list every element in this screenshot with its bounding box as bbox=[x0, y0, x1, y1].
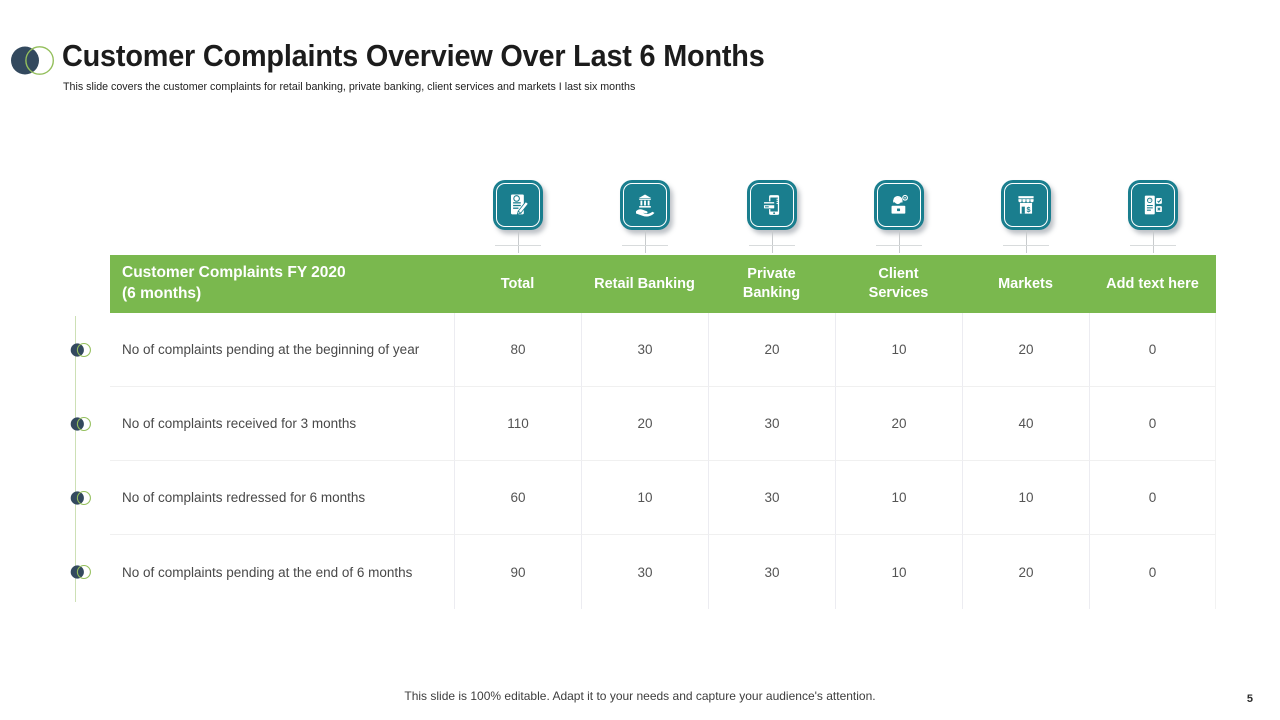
value-cell: 10 bbox=[835, 535, 962, 609]
category-icon-cell-4: $ bbox=[962, 180, 1089, 255]
row-marker-cell bbox=[68, 387, 110, 461]
value-cell: 80 bbox=[454, 313, 581, 387]
value-cell: 20 bbox=[962, 535, 1089, 609]
report-edit-icon bbox=[510, 194, 529, 215]
venn-circles-icon bbox=[70, 416, 91, 432]
connector-line bbox=[875, 230, 922, 253]
value-cell: 110 bbox=[454, 387, 581, 461]
timeline-rail bbox=[75, 316, 76, 602]
venn-circles-icon bbox=[70, 490, 91, 506]
complaints-table: $ Customer Complaints FY 2020 (6 months)… bbox=[68, 180, 1216, 609]
connector-line bbox=[1129, 230, 1176, 253]
page-number: 5 bbox=[1246, 693, 1253, 705]
category-icon-cell-1 bbox=[581, 180, 708, 255]
value-cell: 0 bbox=[1089, 535, 1216, 609]
value-cell: 30 bbox=[708, 535, 835, 609]
row-marker-cell bbox=[68, 461, 110, 535]
rail-header-spacer bbox=[68, 255, 110, 313]
category-icon-cell-3 bbox=[835, 180, 962, 255]
connector-line bbox=[1002, 230, 1049, 253]
venn-circles-icon bbox=[70, 564, 91, 580]
category-icon-tile: $ bbox=[1000, 180, 1051, 230]
value-cell: 10 bbox=[581, 461, 708, 535]
value-cell: 30 bbox=[581, 535, 708, 609]
row-label: No of complaints redressed for 6 months bbox=[110, 461, 454, 535]
venn-circles-icon bbox=[11, 46, 55, 75]
venn-circles-icon bbox=[70, 342, 91, 358]
row-label: No of complaints pending at the end of 6… bbox=[122, 564, 413, 580]
value-cell: 20 bbox=[962, 313, 1089, 387]
svg-text:$: $ bbox=[1026, 205, 1030, 214]
value-cell: 20 bbox=[581, 387, 708, 461]
category-icon-tile bbox=[492, 180, 543, 230]
rail-spacer bbox=[68, 180, 110, 255]
category-icon-tile bbox=[619, 180, 670, 230]
label-spacer bbox=[110, 180, 454, 255]
column-header-5: Add text here bbox=[1089, 255, 1216, 313]
value-cell: 30 bbox=[708, 387, 835, 461]
phone-card-icon bbox=[762, 195, 779, 215]
column-header-1: Retail Banking bbox=[581, 255, 708, 313]
hand-bank-icon bbox=[635, 194, 654, 217]
connector-line bbox=[748, 230, 795, 253]
connector-line bbox=[621, 230, 668, 253]
row-label: No of complaints pending at the beginnin… bbox=[110, 313, 454, 387]
value-cell: 0 bbox=[1089, 387, 1216, 461]
category-icon-tile bbox=[873, 180, 924, 230]
value-cell: 10 bbox=[835, 313, 962, 387]
row-label: No of complaints received for 3 months bbox=[110, 387, 454, 461]
category-icon-cell-2 bbox=[708, 180, 835, 255]
value-cell: 60 bbox=[454, 461, 581, 535]
row-marker-cell bbox=[68, 535, 110, 609]
category-icon-cell-0 bbox=[454, 180, 581, 255]
category-icon-tile bbox=[1127, 180, 1178, 230]
table-header-title: Customer Complaints FY 2020 (6 months) bbox=[110, 255, 454, 313]
value-cell: 10 bbox=[962, 461, 1089, 535]
footer-note: This slide is 100% editable. Adapt it to… bbox=[404, 689, 876, 703]
column-header-2: Private Banking bbox=[708, 255, 835, 313]
column-header-3: Client Services bbox=[835, 255, 962, 313]
column-header-4: Markets bbox=[962, 255, 1089, 313]
value-cell: 0 bbox=[1089, 313, 1216, 387]
storefront-icon: $ bbox=[1017, 196, 1034, 214]
value-cell: 20 bbox=[708, 313, 835, 387]
category-icon-cell-5 bbox=[1089, 180, 1216, 255]
category-icon-tile bbox=[746, 180, 797, 230]
row-marker-cell bbox=[68, 313, 110, 387]
support-agent-icon bbox=[891, 194, 908, 214]
checklist-icon bbox=[1144, 195, 1162, 215]
value-cell: 10 bbox=[835, 461, 962, 535]
value-cell: 40 bbox=[962, 387, 1089, 461]
connector-line bbox=[494, 230, 541, 253]
value-cell: 30 bbox=[708, 461, 835, 535]
value-cell: 30 bbox=[581, 313, 708, 387]
value-cell: 90 bbox=[454, 535, 581, 609]
value-cell: 20 bbox=[835, 387, 962, 461]
page-subtitle: This slide covers the customer complaint… bbox=[63, 81, 636, 93]
page-title: Customer Complaints Overview Over Last 6… bbox=[62, 38, 765, 73]
column-header-0: Total bbox=[454, 255, 581, 313]
value-cell: 0 bbox=[1089, 461, 1216, 535]
